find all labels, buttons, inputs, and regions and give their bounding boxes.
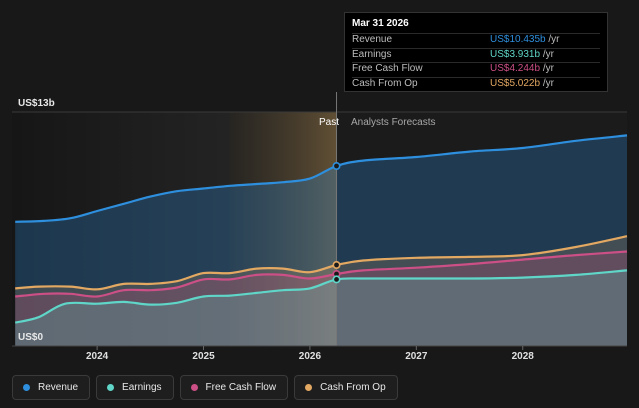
x-tick-label-2028: 2028 [512, 351, 535, 362]
earnings-line [14, 269, 628, 324]
series-areas [15, 135, 627, 346]
forecast-label: Analysts Forecasts [351, 117, 435, 128]
tooltip: Mar 31 2026 Revenue US$10.435b /yr Earni… [344, 12, 608, 92]
tooltip-cfo-unit: /yr [542, 77, 554, 89]
earnings-area [15, 270, 627, 346]
tooltip-earnings-value: US$3.931b [490, 48, 541, 60]
series-lines [14, 134, 628, 324]
tooltip-revenue-label: Revenue [352, 34, 393, 45]
legend-item-cash-from-op[interactable]: Cash From Op [294, 375, 398, 400]
tooltip-fcf-value: US$4.244b [490, 63, 541, 74]
revenue-marker [332, 162, 341, 171]
x-tick-label-2026: 2026 [299, 351, 322, 362]
earnings-marker [332, 275, 341, 284]
legend-item-free-cash-flow[interactable]: Free Cash Flow [179, 375, 289, 400]
tooltip-cfo-value-wrap: US$5.022b /yr [490, 78, 554, 89]
revenue-line [15, 134, 628, 223]
x-axis-ticks: 2024 2025 2026 2027 2028 [86, 346, 534, 362]
tooltip-row-earnings: Earnings US$3.931b /yr [352, 47, 600, 63]
revenue-area [15, 135, 627, 346]
tooltip-earnings-value-wrap: US$3.931b /yr [490, 49, 554, 60]
fcf-line [15, 250, 628, 298]
free-cash-flow-dot-icon [190, 384, 198, 391]
earnings-dot-icon [107, 384, 115, 391]
legend-revenue-label: Revenue [38, 382, 79, 393]
legend-item-revenue[interactable]: Revenue [12, 375, 91, 400]
series-markers [332, 162, 341, 284]
tooltip-fcf-value-wrap: US$4.244b /yr [490, 63, 554, 74]
tooltip-cfo-value: US$5.022b [490, 77, 541, 89]
fcf-area [15, 251, 627, 346]
past-label: Past [319, 117, 339, 128]
legend-item-earnings[interactable]: Earnings [96, 375, 174, 400]
tooltip-revenue-unit: /yr [548, 34, 560, 45]
x-tick-label-2025: 2025 [192, 351, 215, 362]
tooltip-row-revenue: Revenue US$10.435b /yr [352, 33, 600, 48]
tooltip-date: Mar 31 2026 [352, 18, 409, 29]
tooltip-earnings-label: Earnings [352, 48, 392, 60]
legend-free-cash-flow-label: Free Cash Flow [205, 382, 277, 393]
tooltip-cfo-label: Cash From Op [352, 77, 418, 89]
legend-earnings-label: Earnings [122, 382, 162, 393]
tooltip-revenue-value-wrap: US$10.435b /yr [490, 34, 560, 45]
cash-from-op-dot-icon [305, 384, 313, 391]
legend: Revenue Earnings Free Cash Flow Cash Fro… [12, 375, 398, 400]
y-axis-top-label: US$13b [18, 98, 55, 109]
x-tick-label-2027: 2027 [405, 351, 428, 362]
tooltip-row-fcf: Free Cash Flow US$4.244b /yr [352, 62, 600, 77]
tooltip-fcf-unit: /yr [542, 63, 554, 74]
tooltip-revenue-value: US$10.435b [490, 34, 546, 45]
recent-period-highlight [230, 112, 337, 346]
cfo-marker [332, 260, 341, 269]
y-axis-bottom-label: US$0 [18, 332, 43, 343]
tooltip-fcf-label: Free Cash Flow [352, 63, 423, 74]
legend-cash-from-op-label: Cash From Op [320, 382, 386, 393]
tooltip-earnings-unit: /yr [542, 48, 554, 60]
revenue-dot-icon [23, 384, 30, 391]
cfo-line [15, 235, 628, 291]
tooltip-row-cfo: Cash From Op US$5.022b /yr [352, 76, 600, 92]
x-tick-label-2024: 2024 [86, 351, 109, 362]
